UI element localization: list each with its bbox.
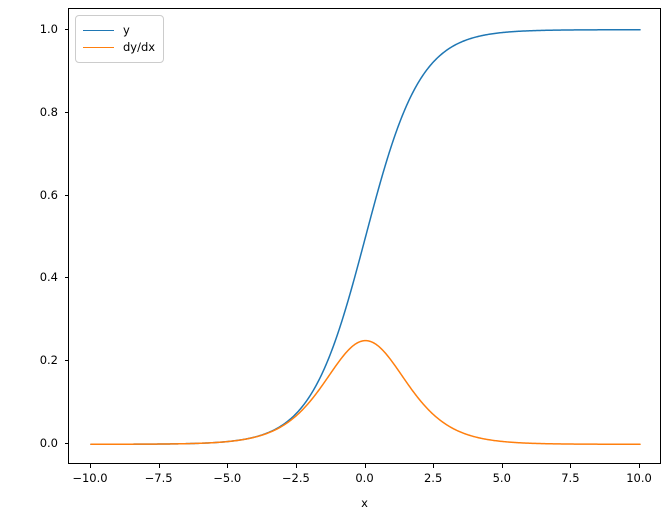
x-tick-label: 2.5 (423, 471, 443, 485)
legend-label-y: y (123, 23, 130, 37)
y-tick-label: 0.2 (39, 353, 58, 368)
x-axis-label: x (361, 496, 368, 510)
series-line-y (90, 29, 641, 445)
x-tick-mark (639, 464, 641, 468)
x-tick-label: −2.5 (281, 471, 310, 485)
x-tick-label: −10.0 (72, 471, 108, 485)
x-tick-label: 7.5 (561, 471, 580, 485)
y-tick-mark (64, 194, 68, 196)
x-tick-label: 5.0 (492, 471, 511, 485)
x-tick-label: −7.5 (144, 471, 173, 485)
x-tick-mark (227, 464, 229, 468)
legend-color-swatch-dydx (83, 47, 114, 48)
y-tick-mark (64, 443, 68, 445)
y-tick-mark (64, 111, 68, 113)
x-tick-label: 10.0 (626, 471, 652, 485)
y-tick-label: 0.4 (39, 270, 58, 285)
y-tick-label: 0.6 (39, 187, 58, 202)
x-tick-mark (501, 464, 503, 468)
x-tick-mark (158, 464, 160, 468)
y-tick-mark (64, 28, 68, 30)
series-line-dydx (90, 339, 641, 445)
legend-entry-y: y (83, 22, 155, 39)
y-tick-mark (64, 277, 68, 279)
x-tick-mark (570, 464, 572, 468)
y-tick-label: 1.0 (39, 21, 58, 36)
x-tick-mark (295, 464, 297, 468)
x-tick-label: −5.0 (213, 471, 242, 485)
plot-lines (90, 29, 641, 445)
x-tick-mark (433, 464, 435, 468)
legend: y dy/dx (75, 15, 165, 63)
x-tick-label: 0.0 (355, 471, 374, 485)
legend-label-dydx: dy/dx (123, 40, 156, 54)
legend-entry-dydx: dy/dx (83, 39, 155, 56)
y-tick-label: 0.8 (39, 104, 58, 119)
y-tick-mark (64, 360, 68, 362)
y-tick-label: 0.0 (39, 436, 58, 451)
legend-color-swatch-y (83, 30, 114, 31)
plot-axes (68, 8, 661, 464)
x-tick-mark (364, 464, 366, 468)
x-tick-mark (89, 464, 91, 468)
